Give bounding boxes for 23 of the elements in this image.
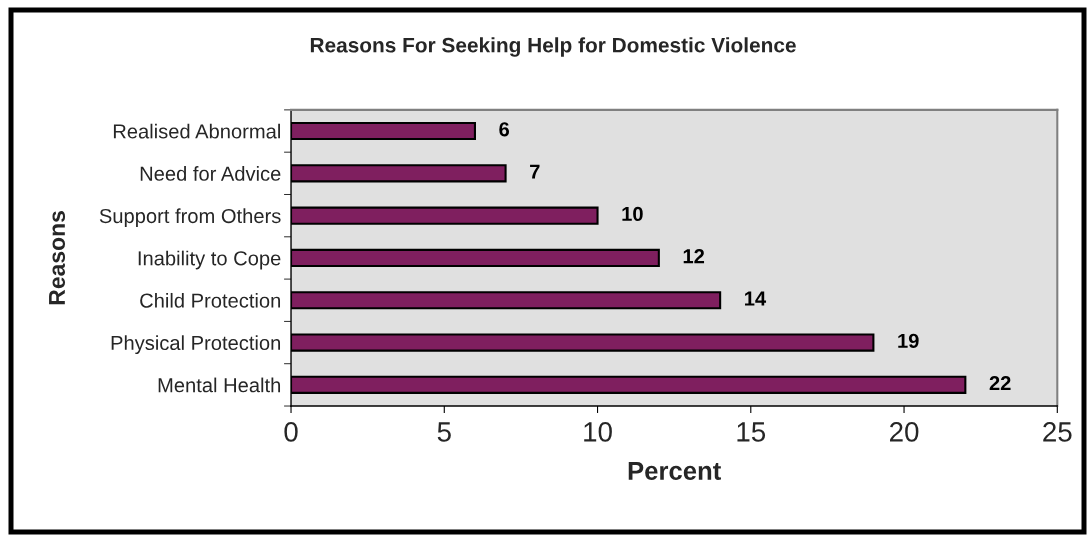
data-label: 7 [530,164,540,179]
y-axis-title: Reasons [49,211,66,305]
y-tick-label: Support from Others [99,208,281,228]
x-tick-label: 5 [437,422,451,442]
x-tick-label: 25 [1043,422,1072,442]
data-label: 14 [745,291,767,306]
data-label: 6 [499,122,510,137]
data-label: 10 [622,206,643,222]
x-tick-label: 0 [284,422,298,442]
y-tick-label: Child Protection [140,292,281,308]
y-tick-label: Need for Advice [140,166,281,181]
data-label: 12 [683,249,705,264]
y-tick-label: Physical Protection [111,335,281,355]
y-tick-label: Realised Abnormal [113,123,280,139]
y-tick-label: Mental Health [158,377,281,393]
x-tick-label: 10 [584,422,612,442]
chart-title: Reasons For Seeking Help for Domestic Violence [310,37,796,57]
data-label: 22 [989,376,1011,391]
x-tick-label: 20 [890,422,919,442]
x-tick-label: 15 [737,422,766,442]
x-axis-title: Percent [628,462,721,480]
data-label: 19 [898,333,919,348]
y-tick-label: Inability to Cope [138,250,281,270]
